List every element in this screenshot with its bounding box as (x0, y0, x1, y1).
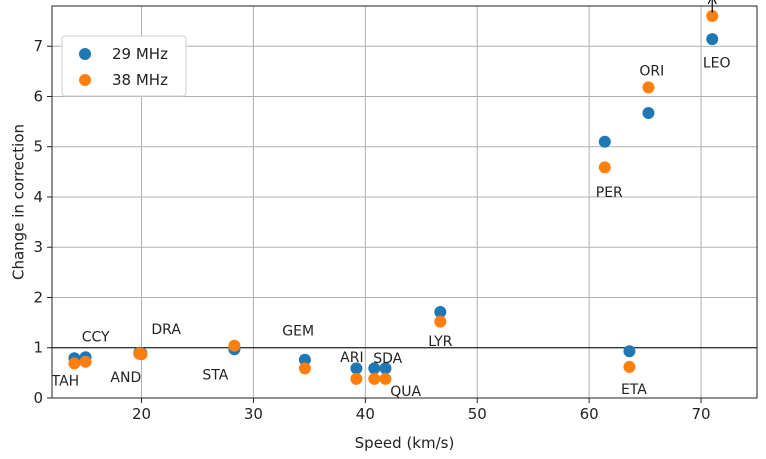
series-second (68, 10, 719, 385)
data-point (135, 348, 148, 361)
data-point (350, 362, 363, 375)
offscale-arrow-head (707, 0, 717, 5)
y-tick-label: 0 (33, 389, 43, 407)
point-label: ORI (639, 63, 664, 79)
y-axis-title: Change in correction (10, 124, 28, 280)
data-point (623, 360, 636, 373)
point-label: TAH (51, 373, 80, 389)
data-point (598, 135, 611, 148)
point-annotations: TAH CCY AND DRA STA GEM ARI SDA QUA LYR PER ETA ORI L… (51, 55, 731, 400)
data-point (68, 357, 81, 370)
y-tick-label: 5 (33, 138, 43, 156)
point-label: CCY (82, 330, 110, 346)
data-point (434, 306, 447, 319)
data-point (706, 10, 719, 23)
data-point (379, 362, 392, 375)
data-point (298, 353, 311, 366)
y-tick-label: 7 (33, 37, 43, 55)
data-point (228, 339, 241, 352)
x-tick-label: 50 (468, 405, 487, 423)
data-point (379, 372, 392, 385)
data-point (706, 33, 719, 46)
legend: 29 MHz 38 MHz (61, 35, 187, 97)
x-tick-label: 20 (132, 405, 151, 423)
y-tick-label: 6 (33, 87, 43, 105)
data-point (79, 355, 92, 368)
point-label: AND (110, 370, 141, 386)
data-point (642, 81, 655, 94)
y-tick-label: 2 (33, 288, 43, 306)
offscale-arrow-layer (707, 0, 717, 13)
plot-frame (51, 5, 758, 399)
data-point (434, 315, 447, 328)
legend-box (61, 35, 187, 97)
legend-label: 38 MHz (112, 71, 168, 89)
point-label: LEO (703, 55, 731, 71)
point-label: SDA (373, 351, 402, 367)
point-label: LYR (428, 334, 452, 350)
point-label: DRA (151, 322, 181, 338)
x-tick-label: 40 (356, 405, 375, 423)
legend-items: 29 MHz 38 MHz (79, 45, 168, 89)
x-tick-label: 70 (692, 405, 711, 423)
x-tick-label: 60 (580, 405, 599, 423)
legend-marker (79, 48, 91, 60)
x-tick-label: 30 (244, 405, 263, 423)
point-label: PER (596, 185, 623, 201)
y-tick-label: 3 (33, 238, 43, 256)
y-axis-ticks: 0 1 2 3 4 5 6 7 (33, 37, 52, 407)
data-points (68, 10, 719, 385)
y-tick-label: 1 (33, 339, 43, 357)
x-axis-ticks: 20 30 40 50 60 70 (132, 398, 711, 423)
point-label: QUA (390, 384, 421, 400)
x-axis-title: Speed (km/s) (355, 434, 455, 452)
point-label: ETA (621, 382, 647, 398)
y-tick-label: 4 (33, 188, 43, 206)
data-point (623, 345, 636, 358)
data-point (350, 372, 363, 385)
point-label: ARI (340, 350, 363, 366)
data-point (598, 161, 611, 174)
data-point (642, 107, 655, 120)
point-label: GEM (282, 324, 314, 340)
data-point (368, 362, 381, 375)
data-point (298, 362, 311, 375)
legend-label: 29 MHz (112, 45, 168, 63)
legend-marker (79, 74, 91, 86)
data-point (368, 372, 381, 385)
gridlines (52, 6, 757, 399)
point-label: STA (202, 367, 228, 383)
